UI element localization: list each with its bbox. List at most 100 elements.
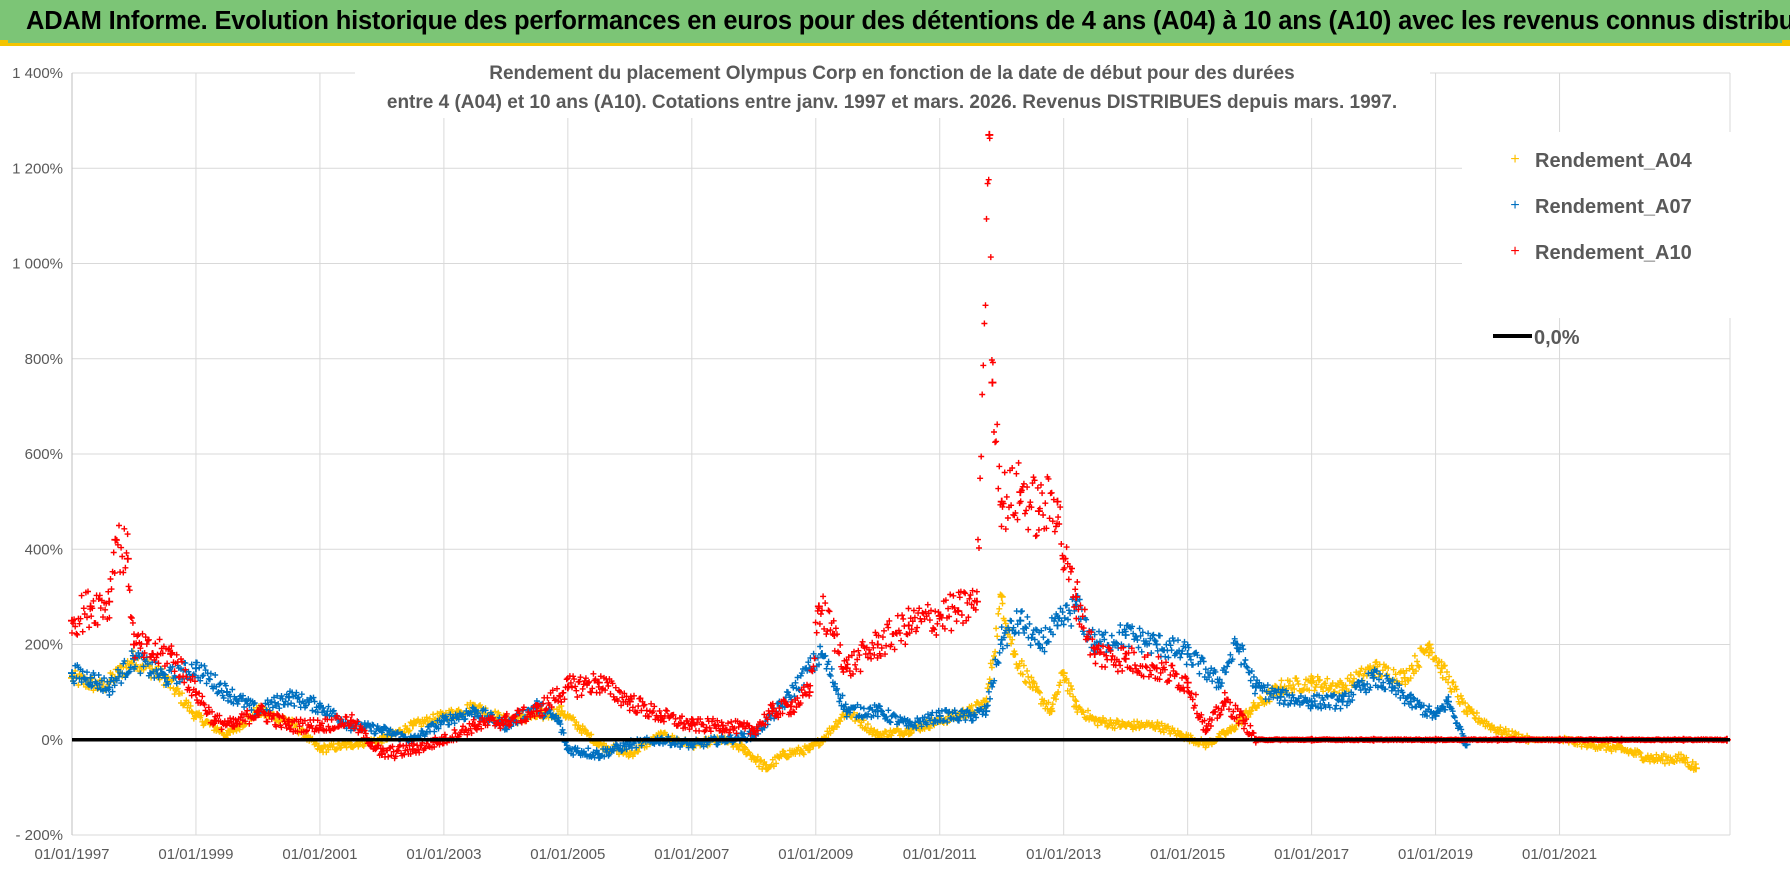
data-point-a10 xyxy=(656,711,665,720)
data-point-a10 xyxy=(1059,554,1068,563)
x-tick-label: 01/01/2021 xyxy=(1522,846,1597,863)
data-point-a10 xyxy=(167,650,176,659)
data-point-a10 xyxy=(687,721,696,730)
x-tick-label: 01/01/2009 xyxy=(778,846,853,863)
data-point-a10 xyxy=(1202,726,1211,735)
x-tick-label: 01/01/1997 xyxy=(34,846,109,863)
data-point-a04 xyxy=(1227,726,1236,735)
x-tick-label: 01/01/2007 xyxy=(654,846,729,863)
data-point-a10 xyxy=(253,707,262,716)
x-tick-label: 01/01/2017 xyxy=(1274,846,1349,863)
data-point-a07 xyxy=(1053,621,1062,630)
data-point-a07 xyxy=(817,650,826,659)
data-point-a10 xyxy=(1152,664,1161,673)
data-point-a10 xyxy=(594,678,603,687)
data-point-a04 xyxy=(1177,730,1186,739)
data-point-a07 xyxy=(842,707,851,716)
data-point-a04 xyxy=(1493,726,1502,735)
data-point-a07 xyxy=(1016,616,1025,625)
data-point-a04 xyxy=(740,745,749,754)
data-point-a04 xyxy=(1462,707,1471,716)
data-point-a04 xyxy=(1437,664,1446,673)
banner-title: ADAM Informe. Evolution historique des p… xyxy=(26,7,1790,35)
series-rendement-a07 xyxy=(68,593,1471,762)
y-axis-ticks: - 200% 0% 200% 400% 600% 800% 1 000% 1 200% 1 40… xyxy=(12,65,63,844)
data-point-a07 xyxy=(1121,630,1130,639)
data-point-a04 xyxy=(873,730,882,739)
data-point-a10 xyxy=(123,554,132,563)
data-point-a07 xyxy=(1214,678,1223,687)
data-point-a10 xyxy=(1121,654,1130,663)
data-point-a04 xyxy=(1400,673,1409,682)
x-axis-ticks: 01/01/1997 01/01/1999 01/01/2001 01/01/2003… xyxy=(34,846,1597,863)
legend-label-a04: Rendement_A04 xyxy=(1535,150,1693,172)
data-point-a07 xyxy=(935,711,944,720)
data-point-a04 xyxy=(1090,716,1099,725)
data-point-a10 xyxy=(830,630,839,639)
chart: - 200% 0% 200% 400% 600% 800% 1 000% 1 200% 1 40… xyxy=(12,63,1732,863)
data-point-a10 xyxy=(1220,697,1229,706)
legend-marker-a04: + xyxy=(1510,151,1519,168)
data-point-a04 xyxy=(1028,683,1037,692)
y-tick-label: 600% xyxy=(25,446,63,463)
data-point-a07 xyxy=(1443,697,1452,706)
data-point-a04 xyxy=(762,764,771,773)
data-point-a07 xyxy=(1183,650,1192,659)
x-tick-label: 01/01/2001 xyxy=(282,846,357,863)
banner-corner-left xyxy=(0,40,8,46)
data-point-a10 xyxy=(111,535,120,544)
data-point-a10 xyxy=(86,602,95,611)
data-point-a07 xyxy=(1034,640,1043,649)
data-point-a10 xyxy=(1090,650,1099,659)
data-point-a10 xyxy=(105,597,114,606)
data-point-a07 xyxy=(377,726,386,735)
data-point-a07 xyxy=(563,745,572,754)
chart-title-line-1: Rendement du placement Olympus Corp en f… xyxy=(489,63,1295,84)
data-point-a07 xyxy=(1406,697,1415,706)
data-point-a10 xyxy=(805,688,814,697)
data-point-a04 xyxy=(1072,702,1081,711)
data-point-a07 xyxy=(1233,640,1242,649)
data-point-a04 xyxy=(315,745,324,754)
data-point-a07 xyxy=(222,688,231,697)
legend-background xyxy=(1462,132,1732,318)
x-tick-label: 01/01/2015 xyxy=(1150,846,1225,863)
x-tick-label: 01/01/2003 xyxy=(406,846,481,863)
data-point-a04 xyxy=(780,750,789,759)
data-point-a07 xyxy=(284,692,293,701)
y-tick-label: 400% xyxy=(25,541,63,558)
data-point-a10 xyxy=(718,721,727,730)
data-point-a07 xyxy=(1276,692,1285,701)
data-point-a04 xyxy=(1202,740,1211,749)
data-point-a10 xyxy=(229,721,238,730)
data-point-a07 xyxy=(160,673,169,682)
data-point-a10 xyxy=(988,378,997,387)
data-point-a07 xyxy=(1338,697,1347,706)
data-point-a10 xyxy=(1072,592,1081,601)
legend-entry-a10: + Rendement_A10 xyxy=(1510,242,1691,264)
data-point-a04 xyxy=(408,721,417,730)
data-point-a07 xyxy=(966,711,975,720)
data-point-a10 xyxy=(1053,497,1062,506)
data-point-a07 xyxy=(625,740,634,749)
scatter-markers-a07 xyxy=(69,593,1470,762)
data-point-a07 xyxy=(594,750,603,759)
data-point-a10 xyxy=(501,716,510,725)
data-point-a07 xyxy=(86,673,95,682)
data-point-a04 xyxy=(1679,754,1688,763)
data-point-a07 xyxy=(439,716,448,725)
data-point-a07 xyxy=(1152,640,1161,649)
data-point-a10 xyxy=(935,611,944,620)
chart-title-line-2: entre 4 (A04) et 10 ans (A10). Cotations… xyxy=(387,92,1397,113)
data-point-a10 xyxy=(625,697,634,706)
data-point-a10 xyxy=(284,721,293,730)
legend-marker-a10: + xyxy=(1510,243,1519,260)
data-point-a10 xyxy=(315,721,324,730)
data-point-a10 xyxy=(532,707,541,716)
scatter-markers-a04 xyxy=(69,591,1699,773)
y-tick-label: 0% xyxy=(41,732,63,749)
data-point-a10 xyxy=(954,607,963,616)
y-tick-label: 200% xyxy=(25,637,63,654)
legend-label-a10: Rendement_A10 xyxy=(1535,242,1692,264)
data-point-a07 xyxy=(470,707,479,716)
